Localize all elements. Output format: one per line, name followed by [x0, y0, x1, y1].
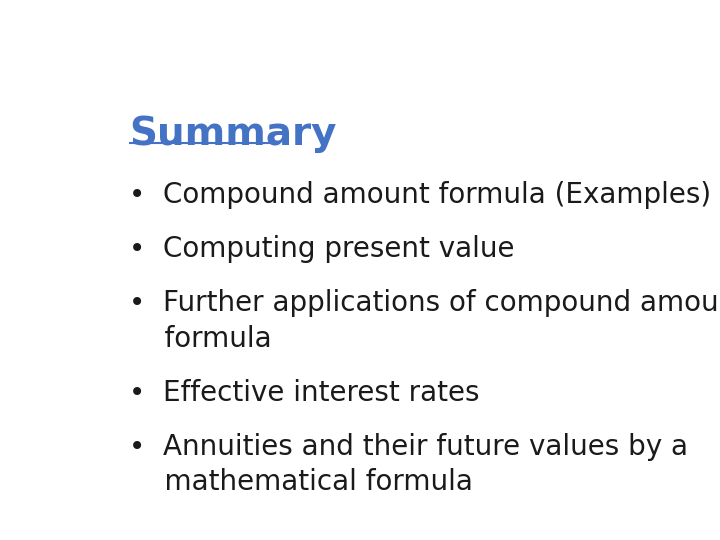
- Text: Summary: Summary: [129, 114, 336, 153]
- Text: •  Computing present value: • Computing present value: [129, 235, 515, 264]
- Text: •  Compound amount formula (Examples): • Compound amount formula (Examples): [129, 181, 711, 209]
- Text: •  Effective interest rates: • Effective interest rates: [129, 379, 480, 407]
- Text: •  Annuities and their future values by a
    mathematical formula: • Annuities and their future values by a…: [129, 433, 688, 496]
- Text: •  Further applications of compound amount
    formula: • Further applications of compound amoun…: [129, 289, 720, 353]
